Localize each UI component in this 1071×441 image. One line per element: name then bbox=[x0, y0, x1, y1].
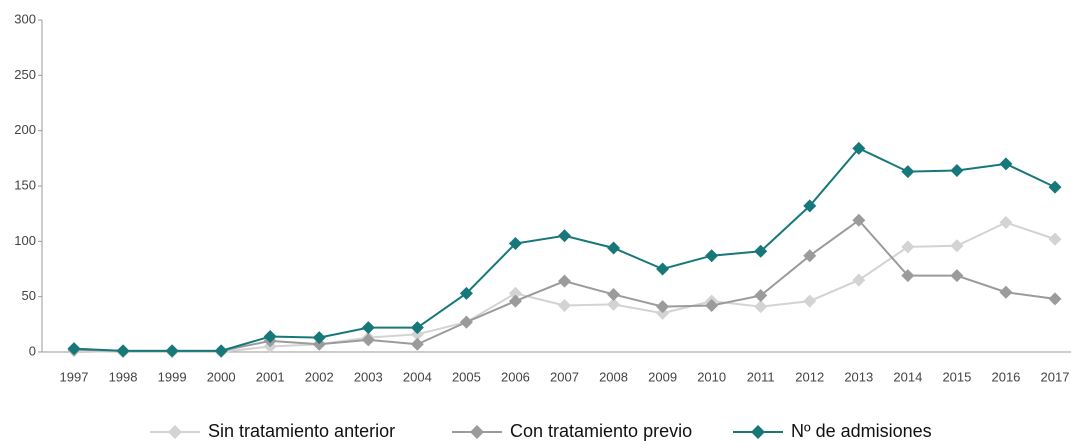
point bbox=[558, 229, 571, 243]
x-tick-label: 2010 bbox=[697, 369, 726, 384]
point bbox=[852, 213, 866, 227]
point bbox=[999, 285, 1013, 299]
point bbox=[165, 344, 179, 358]
legend-marker bbox=[168, 425, 182, 439]
point bbox=[803, 294, 817, 308]
x-tick-label: 1997 bbox=[60, 369, 89, 384]
x-tick-label: 2005 bbox=[452, 369, 481, 384]
x-tick-label: 2004 bbox=[403, 369, 432, 384]
point bbox=[508, 294, 522, 308]
point bbox=[361, 321, 375, 335]
point bbox=[803, 249, 817, 263]
point bbox=[312, 331, 326, 345]
point bbox=[312, 337, 326, 351]
y-tick-label: 100 bbox=[14, 233, 36, 248]
x-tick-label: 2000 bbox=[207, 369, 236, 384]
point bbox=[508, 237, 522, 251]
legend-label: Con tratamiento previo bbox=[510, 421, 692, 441]
x-tick-label: 2013 bbox=[844, 369, 873, 384]
x-tick-label: 2016 bbox=[991, 369, 1020, 384]
x-tick-label: 2006 bbox=[501, 369, 530, 384]
point bbox=[803, 199, 817, 213]
point bbox=[705, 249, 719, 263]
point bbox=[508, 286, 522, 300]
point bbox=[754, 300, 768, 314]
point bbox=[263, 330, 277, 344]
point bbox=[901, 240, 915, 254]
point bbox=[410, 327, 424, 341]
y-tick-label: 250 bbox=[14, 67, 36, 82]
point bbox=[1048, 292, 1062, 306]
x-tick-label: 2012 bbox=[795, 369, 824, 384]
point bbox=[1048, 180, 1062, 194]
point bbox=[852, 141, 866, 155]
legend-label: Nº de admisiones bbox=[791, 421, 932, 441]
point bbox=[999, 157, 1013, 171]
point bbox=[950, 269, 964, 283]
point bbox=[656, 306, 670, 320]
point bbox=[410, 321, 424, 335]
point bbox=[705, 299, 719, 313]
legend-label: Sin tratamiento anterior bbox=[208, 421, 395, 441]
y-tick-label: 150 bbox=[14, 177, 36, 192]
y-tick-label: 50 bbox=[22, 288, 36, 303]
point bbox=[558, 274, 571, 288]
point bbox=[656, 300, 670, 314]
x-tick-label: 1999 bbox=[158, 369, 187, 384]
x-tick-label: 2014 bbox=[893, 369, 922, 384]
point bbox=[999, 216, 1013, 230]
x-tick-label: 2003 bbox=[354, 369, 383, 384]
x-tick-label: 2009 bbox=[648, 369, 677, 384]
point bbox=[754, 289, 768, 303]
point bbox=[950, 164, 964, 178]
x-tick-label: 2002 bbox=[305, 369, 334, 384]
x-tick-label: 1998 bbox=[109, 369, 138, 384]
legend-marker bbox=[470, 425, 484, 439]
x-tick-label: 2001 bbox=[256, 369, 285, 384]
point bbox=[607, 241, 621, 255]
point bbox=[901, 269, 915, 283]
x-tick-label: 2008 bbox=[599, 369, 628, 384]
legend-marker bbox=[751, 425, 765, 439]
point bbox=[607, 287, 621, 301]
point bbox=[410, 337, 424, 351]
point bbox=[1048, 232, 1062, 246]
y-tick-label: 200 bbox=[14, 122, 36, 137]
y-tick-label: 0 bbox=[29, 343, 36, 358]
x-tick-label: 2011 bbox=[747, 369, 775, 384]
point bbox=[459, 286, 473, 300]
point bbox=[754, 244, 768, 258]
point bbox=[852, 273, 866, 287]
point bbox=[361, 333, 375, 347]
point bbox=[901, 165, 915, 179]
point bbox=[950, 239, 964, 253]
point bbox=[214, 344, 228, 358]
point bbox=[116, 344, 130, 358]
y-tick-label: 300 bbox=[14, 11, 36, 26]
x-tick-label: 2007 bbox=[550, 369, 579, 384]
point bbox=[459, 315, 473, 329]
point bbox=[607, 297, 621, 311]
x-tick-label: 2017 bbox=[1041, 369, 1070, 384]
point bbox=[558, 299, 571, 313]
x-tick-label: 2015 bbox=[942, 369, 971, 384]
point bbox=[656, 262, 670, 276]
point bbox=[67, 342, 81, 356]
